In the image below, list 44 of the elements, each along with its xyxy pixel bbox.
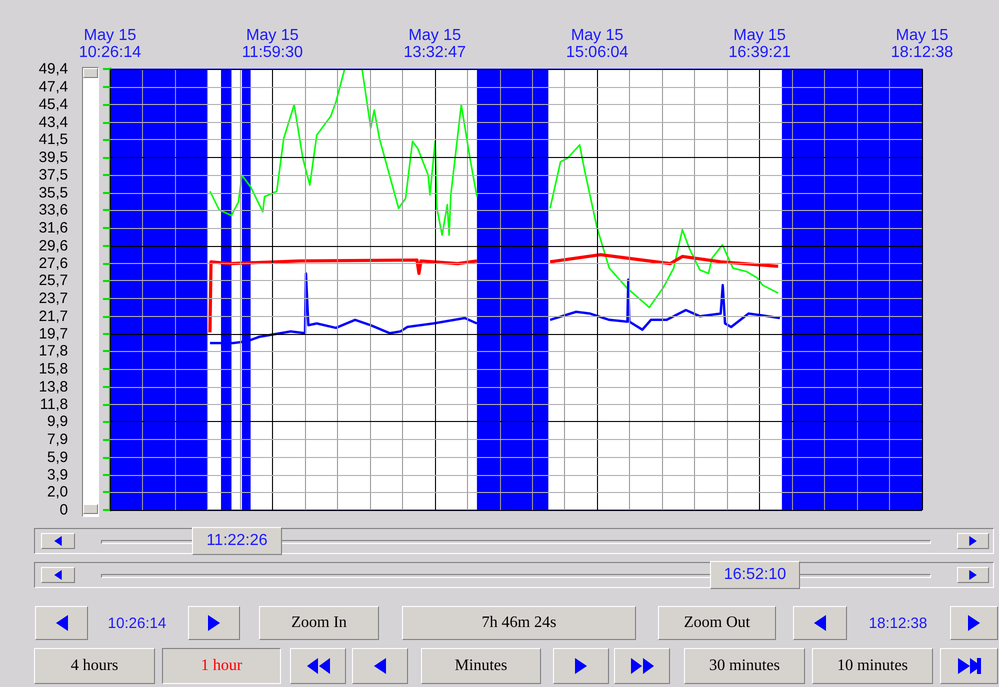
y-tick-label: 11,8 — [40, 396, 68, 414]
y-tick-label: 43,4 — [38, 114, 68, 132]
button: 4 hours — [34, 648, 155, 684]
y-tick-label: 37,5 — [38, 166, 68, 184]
button: 1 hour — [162, 648, 281, 684]
button: Minutes — [421, 648, 541, 684]
x-tick-label: May 15 16:39:21 — [728, 27, 791, 61]
button: 10 minutes — [812, 648, 933, 684]
x-tick-label: May 15 11:59:30 — [242, 27, 304, 61]
y-tick-label: 15,8 — [38, 360, 68, 378]
y-tick-label: 31,6 — [38, 219, 68, 236]
text: 10:26:14 — [106, 614, 168, 634]
y-tick-label: 2,0 — [47, 484, 68, 501]
y-tick-label: 49,4 — [38, 60, 68, 78]
y-tick-label: 5,9 — [47, 448, 68, 466]
slider-thumb: 11:22:26 — [192, 527, 282, 555]
slider-thumb: 16:52:10 — [710, 561, 800, 589]
y-tick-label: 29,6 — [38, 237, 68, 254]
x-tick-label: May 15 18:12:38 — [890, 27, 954, 61]
y-tick-label: 41,5 — [38, 131, 68, 148]
y-tick-label: 23,7 — [38, 290, 68, 307]
y-tick-label: 45,4 — [38, 96, 68, 114]
y-tick-label: 21,7 — [38, 308, 68, 325]
y-tick-label: 35,5 — [38, 184, 68, 202]
x-tick-label: May 15 13:32:47 — [404, 27, 466, 61]
x-tick-label: May 15 15:06:04 — [566, 27, 628, 61]
y-tick-label: 33,6 — [38, 202, 68, 219]
y-tick-label: 19,7 — [38, 326, 68, 343]
y-tick-label: 3,9 — [47, 466, 68, 484]
y-tick-label: 27,6 — [38, 255, 68, 272]
button: Zoom Out — [658, 606, 776, 640]
y-tick-label: 25,7 — [38, 272, 68, 290]
y-tick-label: 13,8 — [38, 378, 68, 396]
text: 18:12:38 — [868, 614, 928, 634]
button: Zoom In — [259, 606, 379, 640]
y-tick-label: 0 — [60, 502, 68, 518]
y-tick-label: 7,9 — [47, 430, 68, 448]
y-tick-label: 47,4 — [38, 78, 68, 96]
y-tick-label: 9,9 — [47, 413, 68, 430]
x-tick-label: May 15 10:26:14 — [78, 27, 142, 61]
y-tick-label: 39,5 — [38, 148, 68, 166]
button: 30 minutes — [684, 648, 805, 684]
y-tick-label: 17,8 — [38, 342, 68, 360]
button: 7h 46m 24s — [402, 606, 636, 640]
